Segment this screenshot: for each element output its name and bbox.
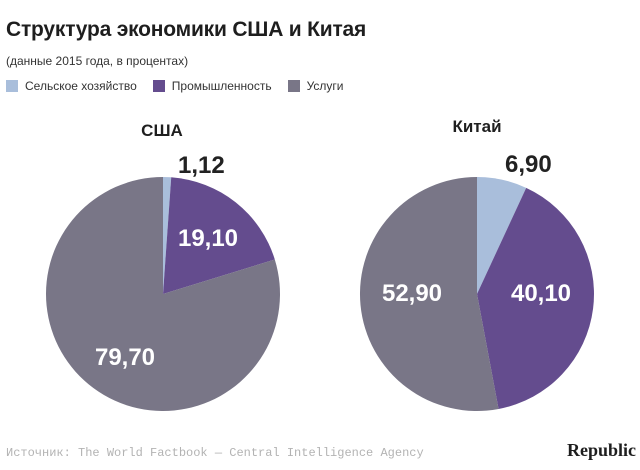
- pie-slice-usa-industry: [163, 177, 275, 294]
- legend-item-industry: Промышленность: [152, 79, 272, 93]
- brand-logo: Republic: [566, 440, 636, 460]
- data-label-usa-services: 79,70: [95, 344, 155, 371]
- legend-item-services: Услуги: [287, 79, 344, 93]
- data-label-china-services: 52,90: [382, 280, 442, 307]
- legend-label-agriculture: Сельское хозяйство: [25, 79, 137, 93]
- pie-chart-china: Китай 6,90 40,10 52,90: [359, 117, 594, 411]
- pie-slices-china: [359, 177, 594, 411]
- chart-subtitle: (данные 2015 года, в процентах): [6, 54, 189, 68]
- pie-slice-usa-agriculture: [163, 177, 172, 294]
- pie-labels-china: 6,90 40,10 52,90: [382, 151, 571, 307]
- pie-slice-china-agriculture: [477, 177, 527, 294]
- legend-item-agriculture: Сельское хозяйство: [6, 79, 137, 93]
- legend: Сельское хозяйство Промышленность Услуги: [6, 79, 344, 93]
- pie-labels-usa: 1,12 19,10 79,70: [95, 152, 238, 371]
- pie-slice-usa-services: [46, 177, 281, 412]
- pie-slices-usa: [46, 177, 281, 412]
- pie-slice-china-industry: [477, 187, 594, 409]
- pie-chart-usa: США 1,12 19,10 79,70: [46, 121, 281, 412]
- legend-swatch-services: [287, 80, 300, 92]
- legend-label-services: Услуги: [306, 79, 344, 93]
- pie-title-china: Китай: [452, 117, 501, 136]
- data-label-china-industry: 40,10: [511, 280, 571, 307]
- chart-title: Структура экономики США и Китая: [6, 18, 367, 41]
- legend-swatch-agriculture: [6, 80, 18, 92]
- data-label-usa-industry: 19,10: [178, 225, 238, 252]
- source-note: Источник: The World Factbook — Central I…: [6, 446, 424, 460]
- legend-label-industry: Промышленность: [171, 79, 272, 93]
- legend-swatch-industry: [152, 80, 165, 92]
- data-label-china-agriculture: 6,90: [505, 151, 552, 178]
- pie-title-usa: США: [141, 121, 183, 140]
- data-label-usa-agriculture: 1,12: [178, 152, 225, 179]
- pie-slice-china-services: [359, 177, 499, 411]
